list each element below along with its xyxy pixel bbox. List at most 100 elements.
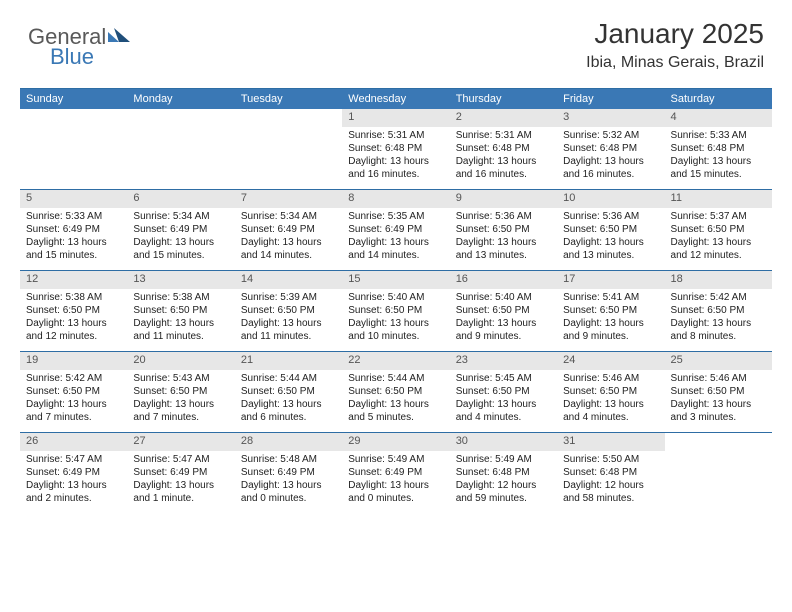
day-number: 2 [450, 109, 557, 127]
day-header: Thursday [450, 89, 557, 109]
location: Ibia, Minas Gerais, Brazil [586, 54, 764, 72]
day-number: 26 [20, 433, 127, 451]
day-body: Sunrise: 5:46 AMSunset: 6:50 PMDaylight:… [665, 370, 772, 429]
day-cell: 7Sunrise: 5:34 AMSunset: 6:49 PMDaylight… [235, 190, 342, 270]
sunset: Sunset: 6:50 PM [671, 386, 766, 399]
day-body: Sunrise: 5:47 AMSunset: 6:49 PMDaylight:… [127, 451, 234, 510]
empty-cell [127, 109, 234, 189]
day-number: 21 [235, 352, 342, 370]
daylight-2: and 59 minutes. [456, 493, 551, 506]
daylight-2: and 15 minutes. [26, 250, 121, 263]
day-number: 14 [235, 271, 342, 289]
sunset: Sunset: 6:48 PM [456, 467, 551, 480]
day-number: 5 [20, 190, 127, 208]
sunrise: Sunrise: 5:39 AM [241, 292, 336, 305]
daylight-1: Daylight: 13 hours [563, 318, 658, 331]
day-body: Sunrise: 5:36 AMSunset: 6:50 PMDaylight:… [450, 208, 557, 267]
sunset: Sunset: 6:49 PM [241, 224, 336, 237]
sunrise: Sunrise: 5:44 AM [241, 373, 336, 386]
daylight-1: Daylight: 13 hours [133, 480, 228, 493]
day-body: Sunrise: 5:37 AMSunset: 6:50 PMDaylight:… [665, 208, 772, 267]
empty-cell [235, 109, 342, 189]
day-body: Sunrise: 5:49 AMSunset: 6:48 PMDaylight:… [450, 451, 557, 510]
day-cell: 3Sunrise: 5:32 AMSunset: 6:48 PMDaylight… [557, 109, 664, 189]
daylight-2: and 11 minutes. [133, 331, 228, 344]
day-cell: 31Sunrise: 5:50 AMSunset: 6:48 PMDayligh… [557, 433, 664, 513]
day-cell: 15Sunrise: 5:40 AMSunset: 6:50 PMDayligh… [342, 271, 449, 351]
day-number: 30 [450, 433, 557, 451]
day-number: 27 [127, 433, 234, 451]
day-number: 28 [235, 433, 342, 451]
daylight-2: and 4 minutes. [563, 412, 658, 425]
day-header: Sunday [20, 89, 127, 109]
sunset: Sunset: 6:50 PM [456, 224, 551, 237]
day-number: 20 [127, 352, 234, 370]
day-cell: 19 Sunrise: 5:42 AMSunset: 6:50 PMDayligh… [20, 352, 127, 432]
daylight-2: and 1 minute. [133, 493, 228, 506]
day-number: 3 [557, 109, 664, 127]
daylight-2: and 16 minutes. [456, 169, 551, 182]
day-cell: 10Sunrise: 5:36 AMSunset: 6:50 PMDayligh… [557, 190, 664, 270]
sunset: Sunset: 6:50 PM [348, 386, 443, 399]
sunset: Sunset: 6:50 PM [563, 386, 658, 399]
day-body: Sunrise: 5:39 AMSunset: 6:50 PMDaylight:… [235, 289, 342, 348]
sunrise: Sunrise: 5:34 AM [241, 211, 336, 224]
logo-icon [108, 22, 130, 48]
day-number: 19 [20, 352, 127, 370]
header: January 2025 Ibia, Minas Gerais, Brazil [586, 18, 764, 72]
sunrise: Sunrise: 5:42 AM [26, 373, 121, 386]
day-cell: 29Sunrise: 5:49 AMSunset: 6:49 PMDayligh… [342, 433, 449, 513]
daylight-1: Daylight: 13 hours [133, 237, 228, 250]
week-row: 1Sunrise: 5:31 AMSunset: 6:48 PMDaylight… [20, 109, 772, 189]
day-number: 12 [20, 271, 127, 289]
daylight-2: and 7 minutes. [26, 412, 121, 425]
day-number: 29 [342, 433, 449, 451]
daylight-2: and 12 minutes. [671, 250, 766, 263]
sunset: Sunset: 6:49 PM [26, 467, 121, 480]
daylight-1: Daylight: 13 hours [671, 156, 766, 169]
daylight-1: Daylight: 13 hours [241, 237, 336, 250]
daylight-2: and 13 minutes. [563, 250, 658, 263]
sunrise: Sunrise: 5:49 AM [456, 454, 551, 467]
daylight-1: Daylight: 13 hours [26, 237, 121, 250]
day-number: 23 [450, 352, 557, 370]
page-title: January 2025 [586, 18, 764, 50]
week-row: 12Sunrise: 5:38 AMSunset: 6:50 PMDayligh… [20, 270, 772, 351]
day-number: 8 [342, 190, 449, 208]
day-cell: 25Sunrise: 5:46 AMSunset: 6:50 PMDayligh… [665, 352, 772, 432]
daylight-1: Daylight: 13 hours [241, 399, 336, 412]
day-body: Sunrise: 5:31 AMSunset: 6:48 PMDaylight:… [450, 127, 557, 186]
sunrise: Sunrise: 5:31 AM [348, 130, 443, 143]
week-row: 19Sunrise: 5:42 AMSunset: 6:50 PMDayligh… [20, 351, 772, 432]
sunset: Sunset: 6:50 PM [456, 386, 551, 399]
day-number: 9 [450, 190, 557, 208]
daylight-1: Daylight: 13 hours [348, 156, 443, 169]
daylight-2: and 9 minutes. [456, 331, 551, 344]
sunrise: Sunrise: 5:33 AM [671, 130, 766, 143]
daylight-2: and 58 minutes. [563, 493, 658, 506]
daylight-1: Daylight: 13 hours [241, 480, 336, 493]
day-body: Sunrise: 5:33 AMSunset: 6:49 PMDaylight:… [20, 208, 127, 267]
day-body: Sunrise: 5:44 AMSunset: 6:50 PMDaylight:… [235, 370, 342, 429]
sunrise: Sunrise: 5:32 AM [563, 130, 658, 143]
sunrise: Sunrise: 5:40 AM [456, 292, 551, 305]
sunrise: Sunrise: 5:34 AM [133, 211, 228, 224]
sunrise: Sunrise: 5:46 AM [671, 373, 766, 386]
daylight-2: and 11 minutes. [241, 331, 336, 344]
day-number: 22 [342, 352, 449, 370]
daylight-2: and 3 minutes. [671, 412, 766, 425]
daylight-2: and 14 minutes. [241, 250, 336, 263]
logo-text-2: Blue [50, 44, 94, 70]
sunset: Sunset: 6:48 PM [456, 143, 551, 156]
day-number: 1 [342, 109, 449, 127]
sunset: Sunset: 6:50 PM [26, 386, 121, 399]
day-number: 17 [557, 271, 664, 289]
day-cell: 24Sunrise: 5:46 AMSunset: 6:50 PMDayligh… [557, 352, 664, 432]
empty-cell [665, 433, 772, 513]
daylight-1: Daylight: 13 hours [456, 156, 551, 169]
sunset: Sunset: 6:48 PM [563, 467, 658, 480]
day-body: Sunrise: 5:48 AMSunset: 6:49 PMDaylight:… [235, 451, 342, 510]
daylight-2: and 5 minutes. [348, 412, 443, 425]
daylight-1: Daylight: 13 hours [26, 480, 121, 493]
daylight-1: Daylight: 13 hours [26, 399, 121, 412]
